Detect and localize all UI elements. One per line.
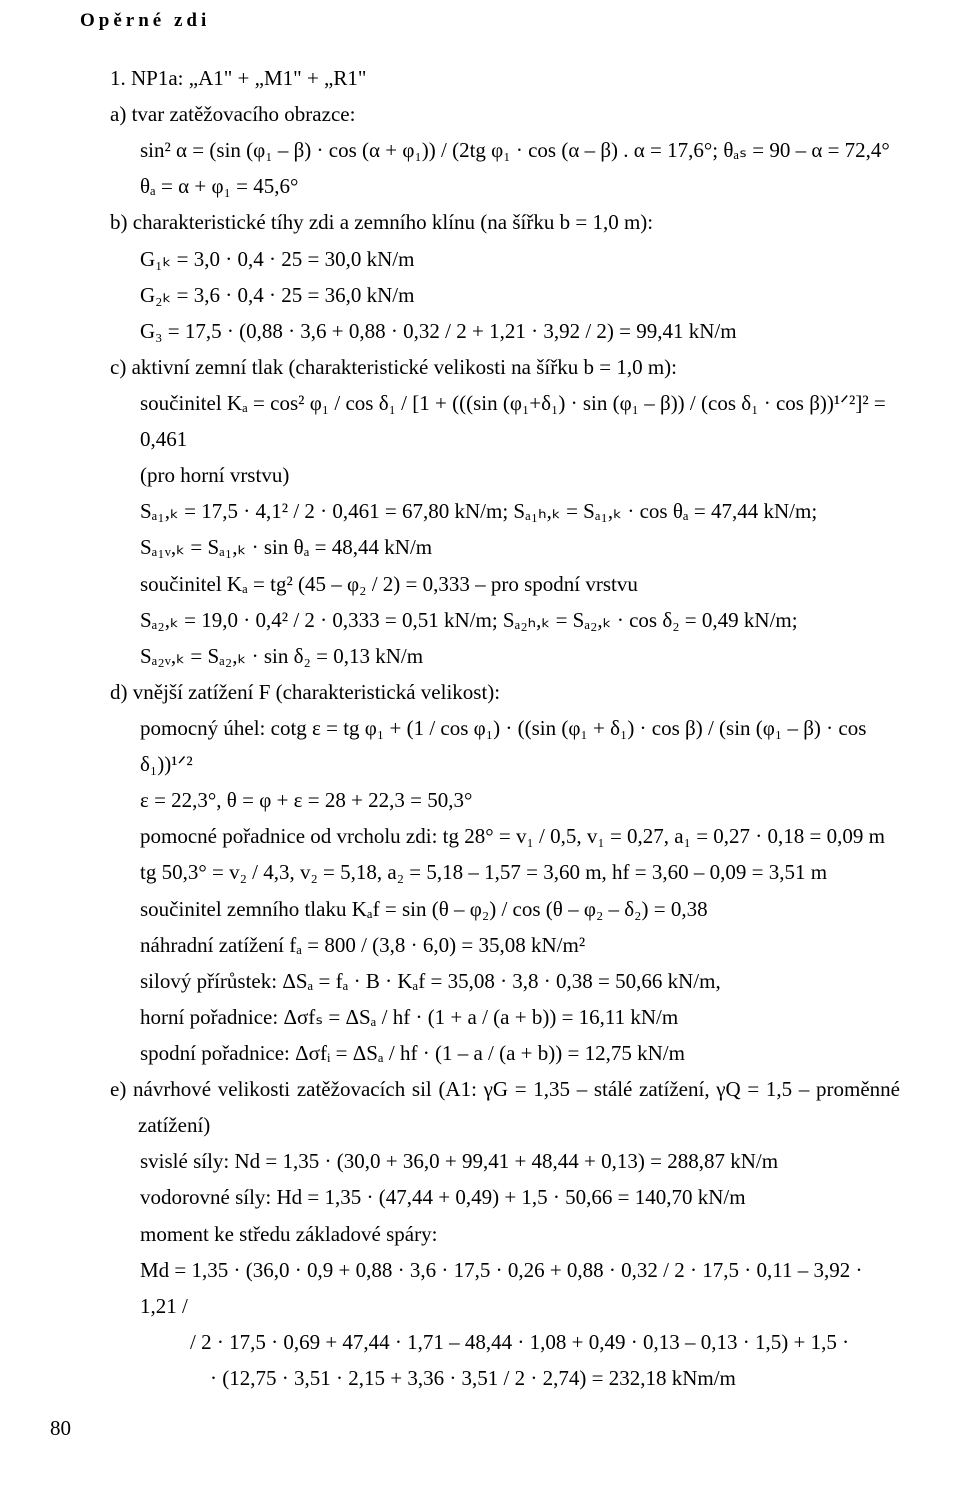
- formula-line: (pro horní vrstvu): [80, 457, 900, 493]
- formula-line: Md = 1,35 · (36,0 · 0,9 + 0,88 · 3,6 · 1…: [80, 1252, 900, 1324]
- formula-line: pomocný úhel: cotg ε = tg φ₁ + (1 / cos …: [80, 710, 900, 782]
- document-body: 1. NP1a: „A1" + „M1" + „R1" a) tvar zatě…: [80, 60, 900, 1396]
- formula-line: Sₐ₂ᵥ,ₖ = Sₐ₂,ₖ · sin δ₂ = 0,13 kN/m: [80, 638, 900, 674]
- formula-line: θₐ = α + φ₁ = 45,6°: [80, 168, 900, 204]
- document-page: Opěrné zdi 1. NP1a: „A1" + „M1" + „R1" a…: [0, 0, 960, 1471]
- formula-line: G₂ₖ = 3,6 · 0,4 · 25 = 36,0 kN/m: [80, 277, 900, 313]
- section-a-label: a) tvar zatěžovacího obrazce:: [80, 96, 900, 132]
- formula-line: sin² α = (sin (φ₁ – β) · cos (α + φ₁)) /…: [80, 132, 900, 168]
- formula-line: součinitel Kₐ = cos² φ₁ / cos δ₁ / [1 + …: [80, 385, 900, 457]
- formula-line: spodní pořadnice: Δσfᵢ = ΔSₐ / hf · (1 –…: [80, 1035, 900, 1071]
- formula-line: horní pořadnice: Δσfₛ = ΔSₐ / hf · (1 + …: [80, 999, 900, 1035]
- formula-line: · (12,75 · 3,51 · 2,15 + 3,36 · 3,51 / 2…: [80, 1360, 900, 1396]
- formula-line: součinitel zemního tlaku Kₐf = sin (θ – …: [80, 891, 900, 927]
- formula-line: Sₐ₁ᵥ,ₖ = Sₐ₁,ₖ · sin θₐ = 48,44 kN/m: [80, 529, 900, 565]
- formula-line: silový přírůstek: ΔSₐ = fₐ · B · Kₐf = 3…: [80, 963, 900, 999]
- formula-line: G₁ₖ = 3,0 · 0,4 · 25 = 30,0 kN/m: [80, 241, 900, 277]
- section-e-label: e) návrhové velikosti zatěžovacích sil (…: [80, 1071, 900, 1143]
- formula-line: moment ke středu základové spáry:: [80, 1216, 900, 1252]
- formula-line: ε = 22,3°, θ = φ + ε = 28 + 22,3 = 50,3°: [80, 782, 900, 818]
- formula-line: pomocné pořadnice od vrcholu zdi: tg 28°…: [80, 818, 900, 854]
- formula-line: náhradní zatížení fₐ = 800 / (3,8 · 6,0)…: [80, 927, 900, 963]
- formula-line: / 2 · 17,5 · 0,69 + 47,44 · 1,71 – 48,44…: [80, 1324, 900, 1360]
- line-heading: 1. NP1a: „A1" + „M1" + „R1": [80, 60, 900, 96]
- formula-line: tg 50,3° = v₂ / 4,3, v₂ = 5,18, a₂ = 5,1…: [80, 854, 900, 890]
- formula-line: vodorovné síly: Hd = 1,35 · (47,44 + 0,4…: [80, 1179, 900, 1215]
- formula-line: Sₐ₁,ₖ = 17,5 · 4,1² / 2 · 0,461 = 67,80 …: [80, 493, 900, 529]
- formula-line: součinitel Kₐ = tg² (45 – φ₂ / 2) = 0,33…: [80, 566, 900, 602]
- section-d-label: d) vnější zatížení F (charakteristická v…: [80, 674, 900, 710]
- running-head: Opěrné zdi: [80, 10, 900, 32]
- page-number: 80: [50, 1416, 900, 1441]
- formula-line: svislé síly: Nd = 1,35 · (30,0 + 36,0 + …: [80, 1143, 900, 1179]
- formula-line: G₃ = 17,5 · (0,88 · 3,6 + 0,88 · 0,32 / …: [80, 313, 900, 349]
- section-b-label: b) charakteristické tíhy zdi a zemního k…: [80, 204, 900, 240]
- section-c-label: c) aktivní zemní tlak (charakteristické …: [80, 349, 900, 385]
- formula-line: Sₐ₂,ₖ = 19,0 · 0,4² / 2 · 0,333 = 0,51 k…: [80, 602, 900, 638]
